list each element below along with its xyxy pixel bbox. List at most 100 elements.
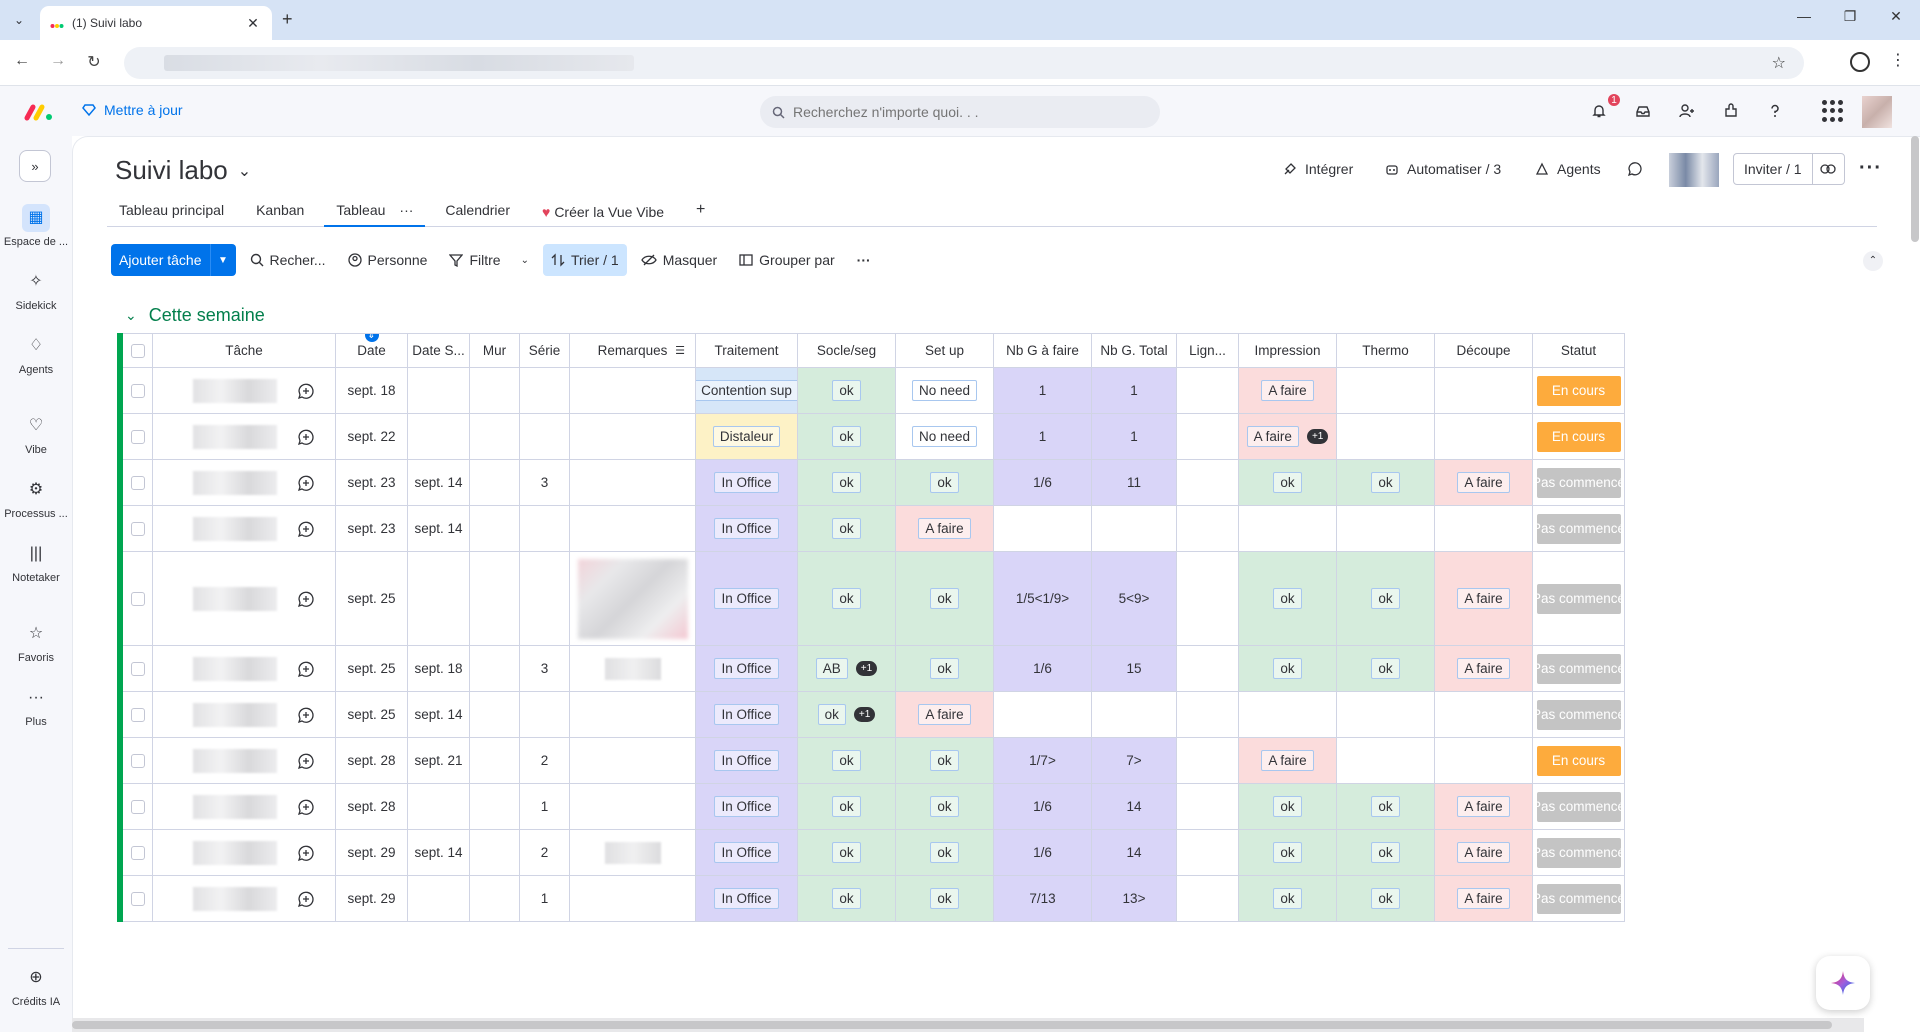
print-cell[interactable]: A faire [1239,738,1337,783]
row-checkbox[interactable] [130,753,145,768]
date-cell[interactable]: sept. 25 [336,692,408,737]
lines-cell[interactable] [1177,552,1239,645]
treatment-cell[interactable]: Distaleur [696,414,798,459]
toolbar-more-button[interactable]: ··· [856,252,871,268]
nbg-todo-cell[interactable]: 1 [994,414,1092,459]
cut-cell[interactable]: A faire [1435,646,1533,691]
date-s-cell[interactable] [408,552,470,645]
remarks-cell[interactable] [570,646,696,691]
serie-cell[interactable]: 3 [520,460,570,505]
add-update-icon[interactable] [297,890,315,908]
mur-cell[interactable] [470,460,520,505]
print-cell[interactable]: ok [1239,876,1337,921]
column-filter-icon[interactable]: ☰ [675,345,685,357]
print-cell[interactable]: ok [1239,646,1337,691]
tab-search-dropdown[interactable]: ⌄ [13,13,25,27]
status-cell[interactable]: Pas commencé [1533,692,1625,737]
mur-cell[interactable] [470,506,520,551]
status-cell[interactable]: Pas commencé [1533,552,1625,645]
status-badge[interactable]: Pas commencé [1533,467,1624,498]
row-select-cell[interactable] [123,460,153,505]
filter-tool[interactable]: Filtre ⌄ [441,244,537,276]
status-badge[interactable]: Pas commencé [1533,699,1624,730]
add-task-button[interactable]: Ajouter tâche ▼ [111,244,236,276]
add-update-icon[interactable] [297,428,315,446]
header-setup[interactable]: Set up [896,334,994,367]
lines-cell[interactable] [1177,506,1239,551]
row-select-cell[interactable] [123,876,153,921]
table-row[interactable]: sept. 25 sept. 18 3 In Office AB +1 ok 1/6 15 ok o… [123,646,1625,692]
task-cell[interactable] [153,368,336,413]
header-serie[interactable]: Série [520,334,570,367]
person-filter[interactable]: Personne [340,244,436,276]
rail-item-ai-credits[interactable]: ⊕ Crédits IA [0,964,72,1008]
nbg-total-cell[interactable]: 5<9> [1092,552,1177,645]
status-badge[interactable]: En cours [1536,745,1621,776]
hide-tool[interactable]: Masquer [633,244,725,276]
cut-cell[interactable]: A faire [1435,876,1533,921]
setup-cell[interactable]: No need [896,368,994,413]
remarks-cell[interactable] [570,830,696,875]
remark-image-thumbnail[interactable] [577,558,688,639]
header-status[interactable]: Statut [1533,334,1625,367]
restore-window-button[interactable]: ❐ [1843,8,1857,24]
user-avatar[interactable] [1862,96,1892,128]
header-nbg-todo[interactable]: Nb G à faire [994,334,1092,367]
date-s-cell[interactable] [408,876,470,921]
remarks-cell[interactable] [570,876,696,921]
date-cell[interactable]: sept. 18 [336,368,408,413]
nbg-todo-cell[interactable]: 1/7> [994,738,1092,783]
lines-cell[interactable] [1177,692,1239,737]
socle-cell[interactable]: ok [798,784,896,829]
status-cell[interactable]: En cours [1533,368,1625,413]
task-cell[interactable] [153,692,336,737]
inbox-icon[interactable] [1632,100,1654,122]
thermo-cell[interactable] [1337,506,1435,551]
nbg-total-cell[interactable]: 1 [1092,414,1177,459]
status-cell[interactable]: Pas commencé [1533,876,1625,921]
add-update-icon[interactable] [297,520,315,538]
row-checkbox[interactable] [130,383,145,398]
mur-cell[interactable] [470,552,520,645]
remarks-cell[interactable] [570,414,696,459]
back-button[interactable]: ← [14,52,30,69]
row-select-cell[interactable] [123,738,153,783]
task-cell[interactable] [153,460,336,505]
row-checkbox[interactable] [130,799,145,814]
add-update-icon[interactable] [297,706,315,724]
print-cell[interactable]: A faire [1239,368,1337,413]
table-row[interactable]: sept. 29 sept. 14 2 In Office ok ok 1/6 14 ok ok A… [123,830,1625,876]
nbg-total-cell[interactable]: 7> [1092,738,1177,783]
thermo-cell[interactable]: ok [1337,460,1435,505]
header-task[interactable]: Tâche [153,334,336,367]
serie-cell[interactable]: 1 [520,784,570,829]
task-cell[interactable] [153,784,336,829]
header-remarks[interactable]: Remarques ☰ [570,334,696,367]
nbg-total-cell[interactable]: 13> [1092,876,1177,921]
date-cell[interactable]: sept. 23 [336,460,408,505]
add-update-icon[interactable] [297,474,315,492]
nbg-total-cell[interactable]: 15 [1092,646,1177,691]
status-badge[interactable]: Pas commencé [1533,653,1624,684]
new-tab-button[interactable]: + [282,9,293,29]
serie-cell[interactable] [520,552,570,645]
table-row[interactable]: sept. 28 sept. 21 2 In Office ok ok 1/7> 7> A fa… [123,738,1625,784]
setup-cell[interactable]: A faire [896,506,994,551]
setup-cell[interactable]: ok [896,738,994,783]
row-checkbox[interactable] [130,521,145,536]
serie-cell[interactable] [520,692,570,737]
row-checkbox[interactable] [130,707,145,722]
row-checkbox[interactable] [130,891,145,906]
sort-tool[interactable]: Trier / 1 [542,244,627,276]
lines-cell[interactable] [1177,368,1239,413]
mur-cell[interactable] [470,738,520,783]
row-checkbox[interactable] [130,429,145,444]
row-checkbox[interactable] [130,661,145,676]
thermo-cell[interactable] [1337,368,1435,413]
serie-cell[interactable] [520,506,570,551]
status-badge[interactable]: Pas commencé [1533,837,1624,868]
task-cell[interactable] [153,506,336,551]
print-cell[interactable]: ok [1239,552,1337,645]
chevron-down-icon[interactable]: ⌄ [520,254,529,266]
status-cell[interactable]: Pas commencé [1533,460,1625,505]
